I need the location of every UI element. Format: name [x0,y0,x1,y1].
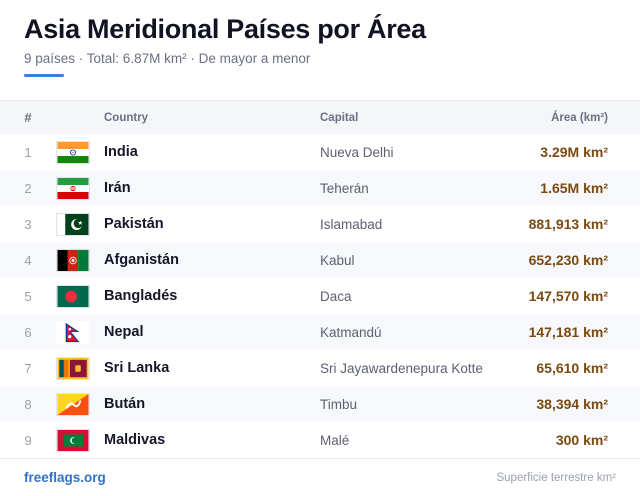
country-name: Pakistán [104,216,164,232]
row-number: 6 [24,324,32,340]
capital-name: Sri Jayawardenepura Kotte [320,360,483,376]
page-header: Asia Meridional Países por Área 9 países… [24,12,624,77]
table-row: 2 Irán Teherán 1.65M km² [0,170,640,206]
row-number: 5 [24,288,32,304]
row-number: 8 [24,396,32,412]
column-header-capital: Capital [320,111,359,124]
table-row: 8 Bután Timbu 38,394 km² [0,386,640,422]
country-name: Irán [104,180,131,196]
capital-name: Teherán [320,180,369,196]
country-name: Maldivas [104,432,166,448]
iran-flag-icon [56,176,90,200]
area-value: 652,230 km² [528,252,608,268]
footer-brand-link[interactable]: freeflags.org [24,470,106,485]
capital-name: Timbu [320,396,358,412]
bhutan-flag-icon [56,392,90,416]
country-name: India [104,144,138,160]
nepal-flag-icon [56,320,90,344]
area-value: 147,570 km² [528,288,608,304]
capital-name: Katmandú [320,324,382,340]
area-value: 38,394 km² [536,396,608,412]
table-row: 3 Pakistán Islamabad 881,913 km² [0,206,640,242]
area-value: 3.29M km² [540,144,608,160]
table-row: 6 Nepal Katmandú 147,181 km² [0,314,640,350]
maldives-flag-icon [56,428,90,452]
page-subtitle: 9 países · Total: 6.87M km² · De mayor a… [24,51,311,66]
row-number: 2 [24,180,32,196]
area-value: 1.65M km² [540,180,608,196]
country-name: Afganistán [104,252,179,268]
page-title: Asia Meridional Países por Área [24,14,426,44]
table-row: 7 Sri Lanka Sri Jayawardenepura Kotte 65… [0,350,640,386]
table-row: 4 Afganistán Kabul 652,230 km² [0,242,640,278]
table-row: 5 Bangladés Daca 147,570 km² [0,278,640,314]
afghanistan-flag-icon [56,248,90,272]
row-number: 1 [24,144,32,160]
pakistan-flag-icon [56,212,90,236]
area-value: 65,610 km² [536,360,608,376]
capital-name: Kabul [320,252,355,268]
country-name: Nepal [104,324,144,340]
row-number: 7 [24,360,32,376]
capital-name: Daca [320,288,352,304]
sri-lanka-flag-icon [56,356,90,380]
page-footer: freeflags.org Superficie terrestre km² [0,458,640,496]
column-header-country: Country [104,111,149,124]
country-name: Bangladés [104,288,178,304]
table-row: 9 Maldivas Malé 300 km² [0,422,640,458]
table-row: 1 India Nueva Delhi 3.29M km² [0,134,640,170]
column-header-num: # [24,110,32,125]
table-header: # Country Capital Área (km²) [0,100,640,134]
row-number: 3 [24,216,32,232]
country-name: Sri Lanka [104,360,170,376]
area-value: 300 km² [555,432,608,448]
area-value: 881,913 km² [528,216,608,232]
accent-bar [24,74,64,77]
row-number: 4 [24,252,32,268]
bangladesh-flag-icon [56,284,90,308]
country-name: Bután [104,396,146,412]
capital-name: Malé [320,432,350,448]
row-number: 9 [24,432,32,448]
capital-name: Islamabad [320,216,383,232]
footer-note: Superficie terrestre km² [496,471,616,484]
capital-name: Nueva Delhi [320,144,394,160]
india-flag-icon [56,140,90,164]
countries-table: # Country Capital Área (km²) 1 India Nue… [0,100,640,458]
area-value: 147,181 km² [528,324,608,340]
column-header-area: Área (km²) [551,111,608,124]
